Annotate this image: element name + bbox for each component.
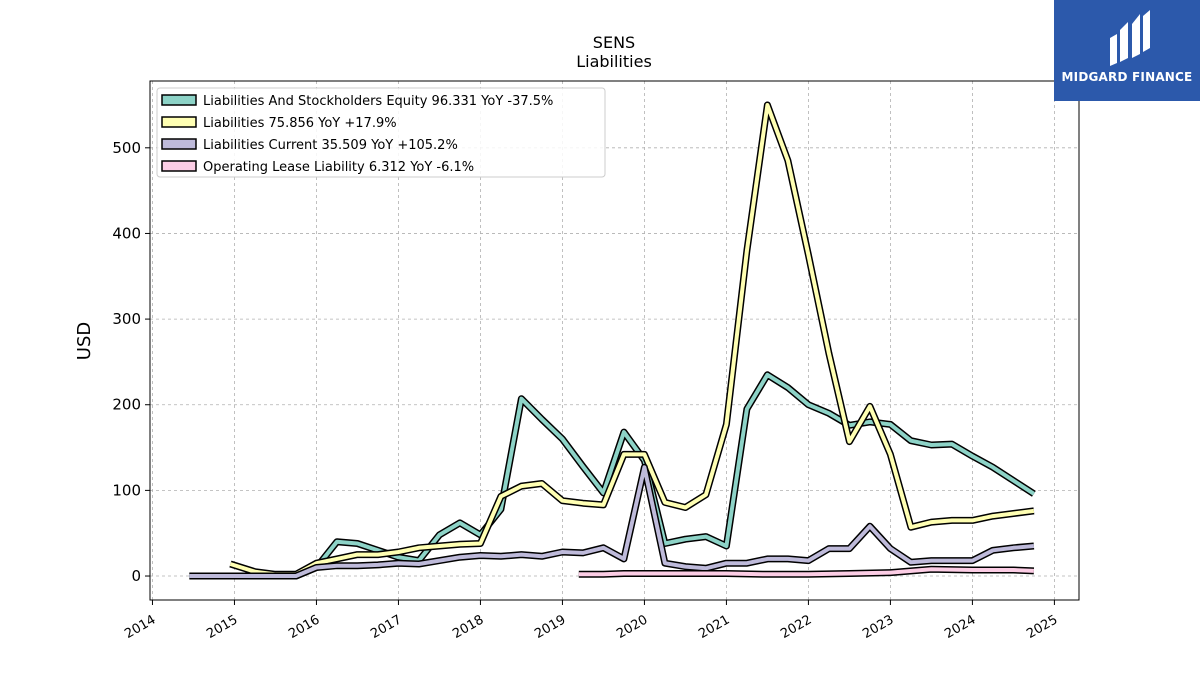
y-tick-label: 200 bbox=[112, 396, 141, 414]
logo-text: MIDGARD FINANCE bbox=[1061, 70, 1193, 84]
chart-subtitle: Liabilities bbox=[576, 52, 652, 71]
x-tick-label: 2025 bbox=[1024, 612, 1060, 642]
x-tick-label: 2023 bbox=[860, 612, 896, 642]
x-axis-ticks: 2014 2015 2016 2017 2018 2019 2020 2021 2022 2023… bbox=[122, 600, 1060, 642]
y-tick-label: 300 bbox=[112, 310, 141, 328]
series-line-3 bbox=[578, 567, 1034, 577]
legend-swatch-0 bbox=[161, 94, 197, 106]
x-tick-label: 2014 bbox=[122, 612, 158, 642]
legend-box bbox=[156, 87, 606, 178]
logo-mark-icon bbox=[1110, 10, 1150, 66]
chart-title: SENS bbox=[593, 33, 635, 52]
x-tick-label: 2022 bbox=[778, 612, 814, 642]
y-tick-label: 400 bbox=[112, 224, 141, 242]
x-tick-label: 2021 bbox=[696, 612, 732, 642]
x-tick-label: 2020 bbox=[614, 612, 650, 642]
series-layer bbox=[189, 101, 1036, 580]
y-tick-label: 0 bbox=[131, 567, 141, 585]
brand-logo: MIDGARD FINANCE bbox=[1054, 0, 1200, 101]
x-tick-label: 2015 bbox=[204, 612, 240, 642]
legend-label-1: Liabilities 75.856 YoY +17.9% bbox=[203, 116, 397, 131]
y-axis-label: USD bbox=[74, 322, 95, 360]
x-tick-label: 2017 bbox=[368, 612, 404, 642]
y-tick-label: 500 bbox=[112, 139, 141, 157]
legend-swatch-3 bbox=[161, 160, 197, 172]
y-tick-label: 100 bbox=[112, 481, 141, 499]
y-axis-ticks: 0 100 200 300 400 500 bbox=[112, 139, 150, 585]
x-tick-label: 2016 bbox=[286, 612, 322, 642]
legend-label-2: Liabilities Current 35.509 YoY +105.2% bbox=[203, 138, 458, 153]
legend-label-0: Liabilities And Stockholders Equity 96.3… bbox=[203, 94, 553, 109]
x-tick-label: 2019 bbox=[532, 612, 568, 642]
plot-frame bbox=[149, 80, 1080, 601]
legend-label-3: Operating Lease Liability 6.312 YoY -6.1… bbox=[203, 160, 474, 175]
series-line-1 bbox=[229, 103, 1035, 577]
legend-swatch-1 bbox=[161, 116, 197, 128]
legend-swatch-2 bbox=[161, 138, 197, 150]
series-line-2 bbox=[189, 465, 1035, 578]
x-tick-label: 2024 bbox=[942, 612, 978, 642]
x-tick-label: 2018 bbox=[450, 612, 486, 642]
legend: Liabilities And Stockholders Equity 96.3… bbox=[156, 87, 606, 178]
